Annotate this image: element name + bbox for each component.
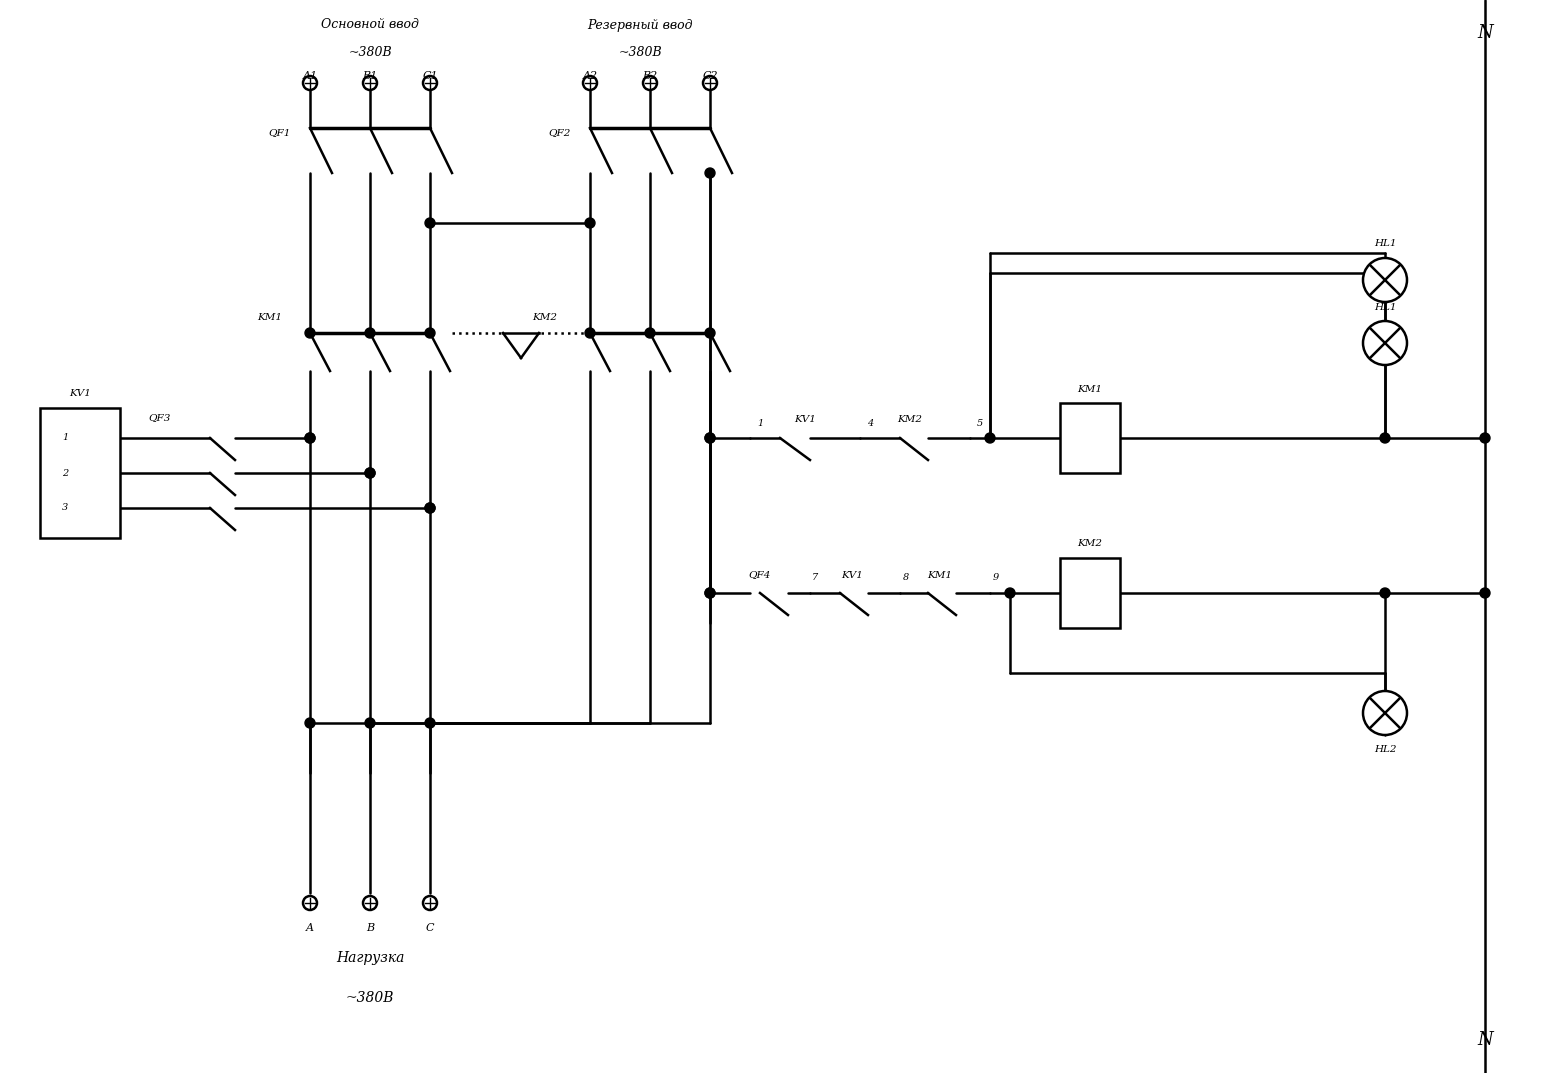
- Bar: [1060, 558, 1119, 628]
- Circle shape: [365, 328, 376, 338]
- Text: N: N: [1476, 1031, 1494, 1049]
- Text: N: N: [1476, 24, 1494, 42]
- Text: 8: 8: [903, 573, 909, 583]
- Circle shape: [426, 218, 435, 227]
- Circle shape: [365, 468, 376, 477]
- Text: KM2: KM2: [1077, 540, 1102, 548]
- Text: A2: A2: [583, 71, 597, 80]
- Circle shape: [306, 433, 315, 443]
- Text: Основной ввод: Основной ввод: [321, 18, 419, 31]
- Text: 9: 9: [993, 573, 999, 583]
- Text: QF2: QF2: [549, 129, 571, 137]
- Circle shape: [1363, 258, 1408, 302]
- Text: B1: B1: [362, 71, 377, 80]
- Text: C2: C2: [702, 71, 717, 80]
- Text: HL2: HL2: [1373, 745, 1397, 753]
- Text: 1: 1: [756, 418, 762, 427]
- Circle shape: [1479, 433, 1490, 443]
- Text: 7: 7: [812, 573, 818, 583]
- Text: 4: 4: [867, 418, 873, 427]
- Circle shape: [426, 718, 435, 727]
- Text: QF4: QF4: [748, 571, 772, 579]
- Text: 5: 5: [977, 418, 984, 427]
- Text: 3: 3: [62, 503, 69, 513]
- Text: C: C: [426, 923, 435, 934]
- Text: QF3: QF3: [148, 413, 171, 423]
- Text: A1: A1: [302, 71, 318, 80]
- Text: Резервный ввод: Резервный ввод: [588, 18, 692, 31]
- Text: Нагрузка: Нагрузка: [335, 951, 404, 965]
- Text: KV1: KV1: [69, 388, 90, 397]
- Text: KV1: KV1: [840, 571, 864, 579]
- Text: HL1: HL1: [1373, 239, 1397, 249]
- Circle shape: [705, 588, 716, 598]
- Circle shape: [1380, 588, 1391, 598]
- Text: 2: 2: [62, 469, 69, 477]
- Circle shape: [1380, 433, 1391, 443]
- Circle shape: [985, 433, 995, 443]
- Circle shape: [365, 468, 376, 477]
- Bar: [1060, 403, 1119, 473]
- Circle shape: [705, 433, 716, 443]
- Circle shape: [426, 328, 435, 338]
- Circle shape: [306, 328, 315, 338]
- Circle shape: [1363, 691, 1408, 735]
- Text: KM1: KM1: [257, 313, 282, 323]
- Circle shape: [1479, 588, 1490, 598]
- Circle shape: [306, 718, 315, 727]
- Text: B: B: [366, 923, 374, 934]
- Circle shape: [306, 433, 315, 443]
- Bar: [41, 408, 120, 538]
- Text: KM1: KM1: [1077, 384, 1102, 394]
- Text: KM2: KM2: [898, 415, 923, 425]
- Circle shape: [585, 328, 596, 338]
- Circle shape: [1006, 588, 1015, 598]
- Text: A: A: [306, 923, 313, 934]
- Circle shape: [585, 218, 596, 227]
- Circle shape: [426, 503, 435, 513]
- Circle shape: [705, 168, 716, 178]
- Text: B2: B2: [642, 71, 658, 80]
- Text: C1: C1: [422, 71, 438, 80]
- Circle shape: [365, 718, 376, 727]
- Text: ~380В: ~380В: [619, 46, 663, 59]
- Circle shape: [1363, 321, 1408, 365]
- Text: KV1: KV1: [794, 415, 815, 425]
- Text: KM2: KM2: [533, 313, 558, 323]
- Text: HL1: HL1: [1373, 303, 1397, 311]
- Circle shape: [705, 328, 716, 338]
- Text: ~380В: ~380В: [346, 991, 394, 1005]
- Text: 1: 1: [62, 433, 69, 442]
- Circle shape: [426, 503, 435, 513]
- Text: QF1: QF1: [268, 129, 292, 137]
- Circle shape: [705, 588, 716, 598]
- Text: KM1: KM1: [928, 571, 953, 579]
- Circle shape: [705, 433, 716, 443]
- Text: ~380В: ~380В: [348, 46, 391, 59]
- Circle shape: [645, 328, 655, 338]
